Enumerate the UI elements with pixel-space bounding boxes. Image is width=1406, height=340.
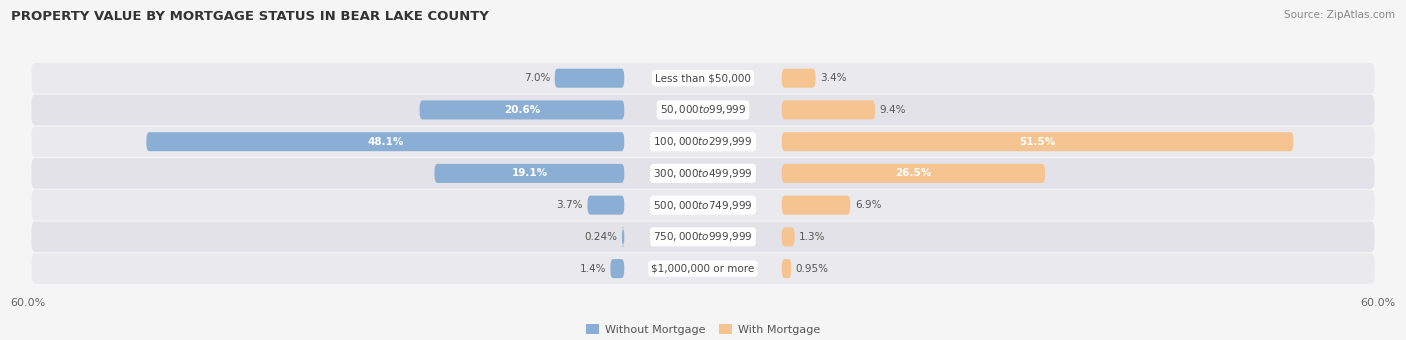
- Text: 0.95%: 0.95%: [796, 264, 828, 274]
- FancyBboxPatch shape: [555, 69, 624, 88]
- Text: $1,000,000 or more: $1,000,000 or more: [651, 264, 755, 274]
- Text: $500,000 to $749,999: $500,000 to $749,999: [654, 199, 752, 211]
- FancyBboxPatch shape: [31, 126, 1375, 157]
- FancyBboxPatch shape: [782, 195, 851, 215]
- Text: 6.9%: 6.9%: [855, 200, 882, 210]
- Text: 20.6%: 20.6%: [503, 105, 540, 115]
- FancyBboxPatch shape: [31, 190, 1375, 220]
- FancyBboxPatch shape: [782, 164, 1045, 183]
- FancyBboxPatch shape: [610, 259, 624, 278]
- Text: $100,000 to $299,999: $100,000 to $299,999: [654, 135, 752, 148]
- FancyBboxPatch shape: [782, 132, 1294, 151]
- Text: 19.1%: 19.1%: [512, 168, 547, 179]
- Text: Source: ZipAtlas.com: Source: ZipAtlas.com: [1284, 10, 1395, 20]
- Text: PROPERTY VALUE BY MORTGAGE STATUS IN BEAR LAKE COUNTY: PROPERTY VALUE BY MORTGAGE STATUS IN BEA…: [11, 10, 489, 23]
- Legend: Without Mortgage, With Mortgage: Without Mortgage, With Mortgage: [582, 320, 824, 339]
- FancyBboxPatch shape: [31, 95, 1375, 125]
- FancyBboxPatch shape: [419, 100, 624, 119]
- FancyBboxPatch shape: [782, 227, 794, 246]
- FancyBboxPatch shape: [588, 195, 624, 215]
- Text: $50,000 to $99,999: $50,000 to $99,999: [659, 103, 747, 116]
- FancyBboxPatch shape: [782, 100, 875, 119]
- Text: $300,000 to $499,999: $300,000 to $499,999: [654, 167, 752, 180]
- FancyBboxPatch shape: [146, 132, 624, 151]
- Text: 9.4%: 9.4%: [880, 105, 905, 115]
- Text: 1.3%: 1.3%: [799, 232, 825, 242]
- Text: 3.4%: 3.4%: [820, 73, 846, 83]
- Text: $750,000 to $999,999: $750,000 to $999,999: [654, 231, 752, 243]
- FancyBboxPatch shape: [31, 158, 1375, 189]
- FancyBboxPatch shape: [31, 222, 1375, 252]
- FancyBboxPatch shape: [31, 253, 1375, 284]
- Text: 3.7%: 3.7%: [557, 200, 583, 210]
- FancyBboxPatch shape: [434, 164, 624, 183]
- Text: 48.1%: 48.1%: [367, 137, 404, 147]
- Text: 26.5%: 26.5%: [896, 168, 932, 179]
- FancyBboxPatch shape: [782, 259, 792, 278]
- FancyBboxPatch shape: [31, 63, 1375, 94]
- Text: 1.4%: 1.4%: [579, 264, 606, 274]
- Text: Less than $50,000: Less than $50,000: [655, 73, 751, 83]
- Text: 0.24%: 0.24%: [585, 232, 617, 242]
- Text: 51.5%: 51.5%: [1019, 137, 1056, 147]
- FancyBboxPatch shape: [621, 227, 624, 246]
- FancyBboxPatch shape: [782, 69, 815, 88]
- Text: 7.0%: 7.0%: [524, 73, 550, 83]
